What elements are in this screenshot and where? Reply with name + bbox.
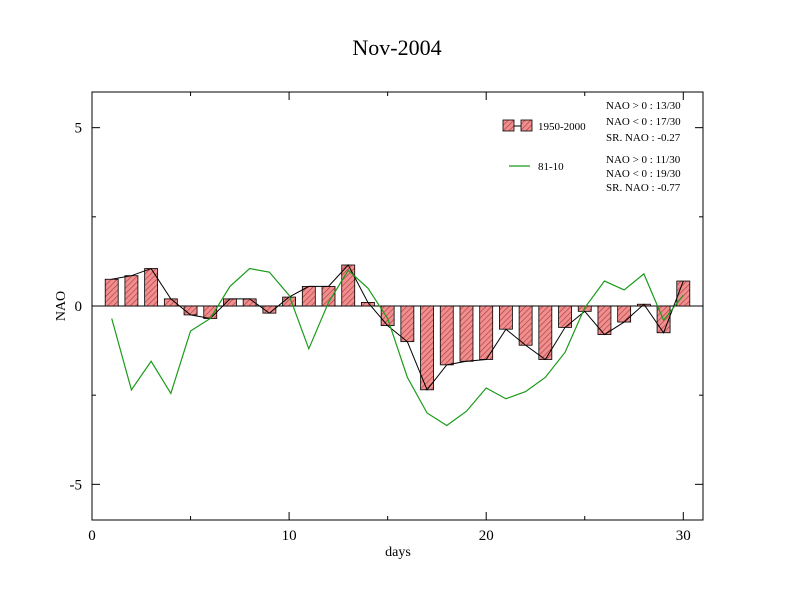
- x-axis-label: days: [385, 545, 411, 560]
- legend-bar-swatch-left: [502, 119, 515, 132]
- ticks-group: 0 10 20 30 5 0 -5: [70, 92, 703, 544]
- bar-day-26: [597, 305, 612, 335]
- series-81-10-line: [111, 267, 684, 427]
- bar-day-6: [203, 305, 218, 319]
- x-tick-label: 20: [479, 528, 494, 544]
- bar-day-17: [420, 305, 434, 391]
- bar-day-19: [459, 305, 474, 362]
- legend-bar-swatch-right: [520, 119, 533, 132]
- bar-day-16: [400, 305, 415, 343]
- bar-day-27: [617, 305, 632, 323]
- stat-1-nao-negative: NAO < 0 : 17/30: [606, 116, 681, 128]
- stat-2-nao-positive: NAO > 0 : 11/30: [606, 154, 681, 166]
- legend: 1950-2000 81-10 NAO > 0 : 13/30 NAO < 0 …: [502, 100, 681, 194]
- y-axis-label: NAO: [54, 291, 69, 321]
- x-tick-label: 30: [676, 528, 691, 544]
- y-tick-label: 5: [75, 121, 83, 137]
- bar-day-20: [479, 305, 494, 360]
- y-tick-label: 0: [75, 299, 83, 315]
- bar-day-3: [144, 268, 159, 307]
- lines-group: [111, 264, 684, 427]
- y-tick-label: -5: [70, 477, 83, 493]
- legend-label-1950-2000: 1950-2000: [538, 121, 586, 133]
- stat-2-nao-negative: NAO < 0 : 19/30: [606, 168, 681, 180]
- bar-day-7: [223, 298, 237, 307]
- bar-day-21: [499, 305, 513, 330]
- bar-day-15: [380, 305, 395, 327]
- stat-1-nao-positive: NAO > 0 : 13/30: [606, 100, 681, 112]
- chart-title: Nov-2004: [352, 35, 441, 60]
- bar-day-18: [439, 305, 454, 366]
- bar-day-1: [104, 278, 119, 307]
- legend-label-81-10: 81-10: [538, 161, 564, 173]
- stat-1-sr-nao: SR. NAO : -0.27: [606, 132, 681, 144]
- bar-day-22: [518, 305, 533, 346]
- x-tick-label: 10: [282, 528, 297, 544]
- bar-day-5: [183, 305, 198, 316]
- x-tick-label: 0: [88, 528, 96, 544]
- stat-2-sr-nao: SR. NAO : -0.77: [606, 182, 681, 194]
- bar-day-2: [124, 275, 139, 307]
- series-1950-2000-line: [111, 264, 684, 391]
- bar-day-10: [282, 296, 296, 307]
